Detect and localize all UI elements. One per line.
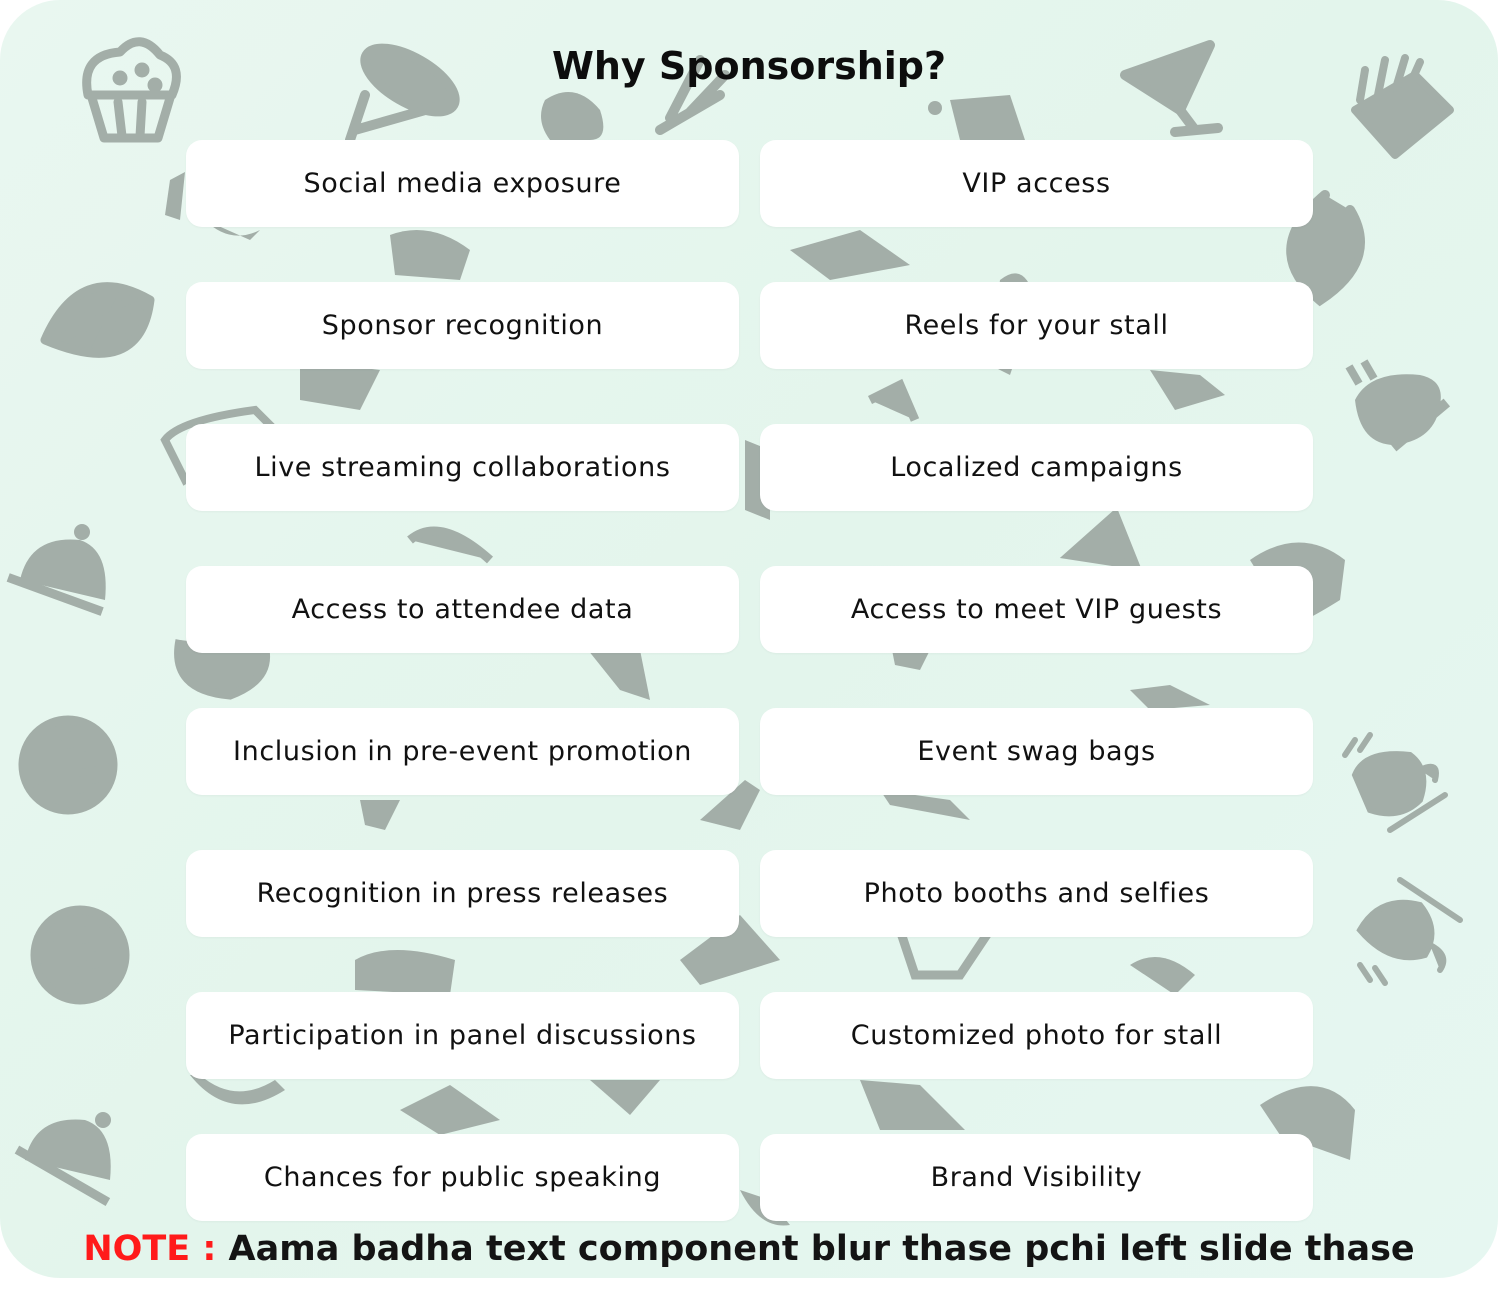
- note-label: NOTE :: [83, 1229, 229, 1269]
- benefit-card-photo-booths: Photo booths and selfies: [760, 850, 1313, 937]
- lemon-slice-icon: [40, 282, 155, 358]
- cloche-icon: [6, 524, 106, 616]
- cloche-icon: [14, 1112, 111, 1206]
- coffee-cup-icon: [1345, 359, 1451, 452]
- note-annotation: NOTE : Aama badha text component blur th…: [0, 1224, 1498, 1274]
- benefit-card-reels-for-stall: Reels for your stall: [760, 282, 1313, 369]
- benefit-card-public-speaking: Chances for public speaking: [186, 1134, 739, 1221]
- fries-icon: [1351, 54, 1454, 159]
- benefit-card-sponsor-recognition: Sponsor recognition: [186, 282, 739, 369]
- benefit-card-panel-discussions: Participation in panel discussions: [186, 992, 739, 1079]
- page-title: Why Sponsorship?: [551, 44, 947, 88]
- benefit-card-pre-event-promotion: Inclusion in pre-event promotion: [186, 708, 739, 795]
- fork-icon: [655, 55, 730, 135]
- benefit-card-meet-vip-guests: Access to meet VIP guests: [760, 566, 1313, 653]
- strawberry-icon: [541, 92, 604, 140]
- cake-icon: [928, 95, 1025, 140]
- cocktail-icon: [1120, 40, 1223, 137]
- spoon-icon: [345, 43, 460, 145]
- benefit-card-brand-visibility: Brand Visibility: [760, 1134, 1313, 1221]
- benefit-card-vip-access: VIP access: [760, 140, 1313, 227]
- benefit-card-attendee-data: Access to attendee data: [186, 566, 739, 653]
- background-shapes: [160, 172, 1210, 1226]
- coffee-cup-icon: [1356, 877, 1463, 986]
- benefit-card-customized-photo: Customized photo for stall: [760, 992, 1313, 1079]
- burger-icon: [1260, 1086, 1355, 1160]
- cheese-icon: [174, 378, 1143, 700]
- benefit-card-press-releases: Recognition in press releases: [186, 850, 739, 937]
- pizza-icon: [18, 715, 118, 815]
- muffin-icon: [82, 37, 181, 143]
- benefit-card-live-streaming: Live streaming collaborations: [186, 424, 739, 511]
- benefits-grid: Social media exposure VIP access Sponsor…: [186, 140, 1313, 1221]
- benefit-card-localized-campaigns: Localized campaigns: [760, 424, 1313, 511]
- benefit-card-social-media-exposure: Social media exposure: [186, 140, 739, 227]
- coffee-cup-icon: [1342, 732, 1448, 833]
- note-text: Aama badha text component blur thase pch…: [228, 1229, 1415, 1269]
- benefit-card-swag-bags: Event swag bags: [760, 708, 1313, 795]
- pizza-icon: [30, 905, 130, 1005]
